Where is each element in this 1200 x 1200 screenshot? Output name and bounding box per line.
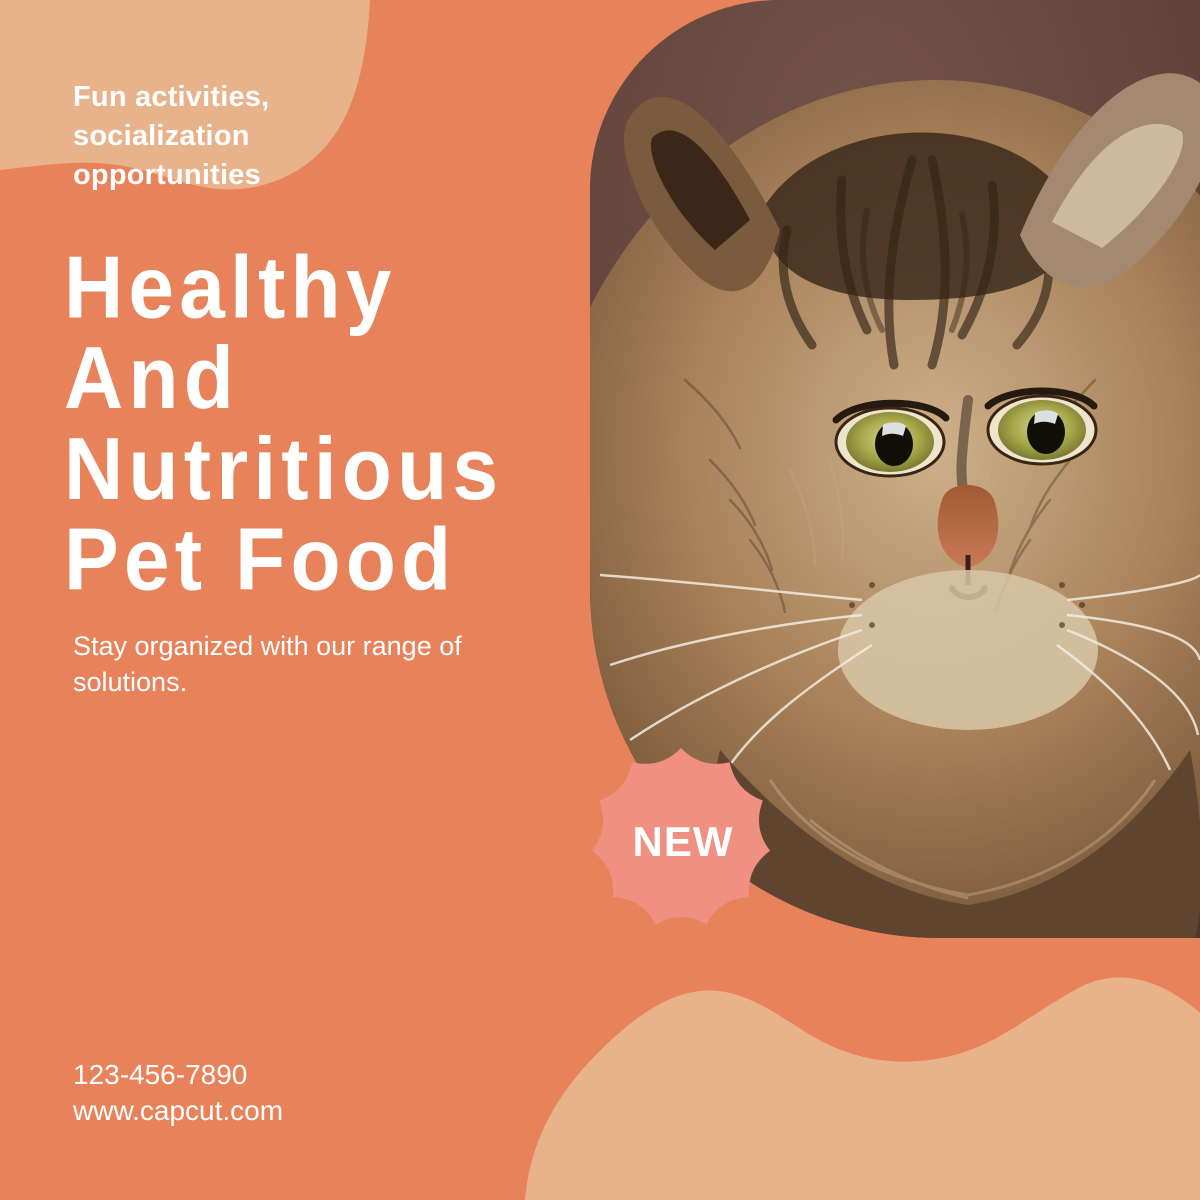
- svg-text:NEW: NEW: [633, 818, 734, 865]
